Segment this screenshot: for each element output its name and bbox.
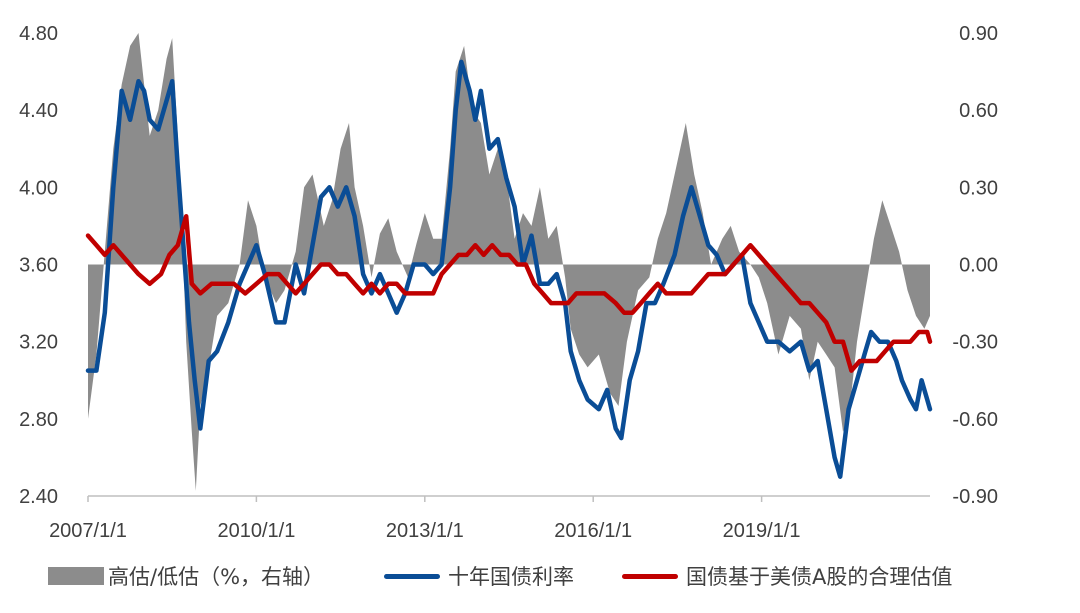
legend-swatch-red-line — [622, 573, 678, 579]
y-left-tick-label: 2.80 — [19, 409, 58, 431]
y-left-tick-label: 3.60 — [19, 255, 58, 277]
y-right-tick-label: -0.30 — [952, 332, 998, 354]
y-left-tick-label: 4.40 — [19, 100, 58, 122]
legend-item-10y-yield: 十年国债利率 — [384, 558, 574, 594]
y-left-tick-label: 2.40 — [19, 486, 58, 508]
y-right-tick-label: -0.90 — [952, 486, 998, 508]
legend-swatch-area — [48, 567, 104, 585]
line-series-layer — [85, 59, 933, 479]
y-left-tick-label: 3.20 — [19, 332, 58, 354]
legend-item-valuation-gap: 高估/低估（%，右轴） — [48, 558, 324, 594]
y-left-tick-label: 4.80 — [19, 23, 58, 45]
y-right-tick-label: 0.60 — [959, 100, 998, 122]
legend: 高估/低估（%，右轴） 十年国债利率 国债基于美债A股的合理估值 — [0, 558, 1080, 594]
chart: 4.80 4.40 4.00 3.60 3.20 2.80 2.40 0.90 0.60 0.30… — [19, 23, 998, 542]
y-right-tick-label: 0.30 — [959, 177, 998, 199]
tick-labels: 4.80 4.40 4.00 3.60 3.20 2.80 2.40 0.90 0.60 0.30… — [19, 23, 998, 542]
legend-label: 国债基于美债A股的合理估值 — [686, 565, 953, 589]
legend-label: 十年国债利率 — [448, 565, 574, 589]
x-tick-label: 2010/1/1 — [217, 520, 295, 542]
x-tick-label: 2019/1/1 — [723, 520, 801, 542]
x-tick-label: 2013/1/1 — [386, 520, 464, 542]
series-line-fair-value — [85, 214, 933, 373]
legend-item-fair-value: 国债基于美债A股的合理估值 — [622, 558, 952, 594]
y-left-tick-label: 4.00 — [19, 177, 58, 199]
y-right-tick-label: -0.60 — [952, 409, 998, 431]
y-right-tick-label: 0.90 — [959, 23, 998, 45]
legend-label: 高估/低估（%，右轴） — [108, 565, 325, 589]
area-series-layer — [88, 33, 930, 491]
x-tick-label: 2016/1/1 — [554, 520, 632, 542]
series-line-10y-yield — [85, 59, 933, 479]
y-right-tick-label: 0.00 — [959, 255, 998, 277]
legend-swatch-blue-line — [384, 573, 440, 579]
series-area-valuation-gap — [88, 33, 930, 491]
x-tick-label: 2007/1/1 — [49, 520, 127, 542]
